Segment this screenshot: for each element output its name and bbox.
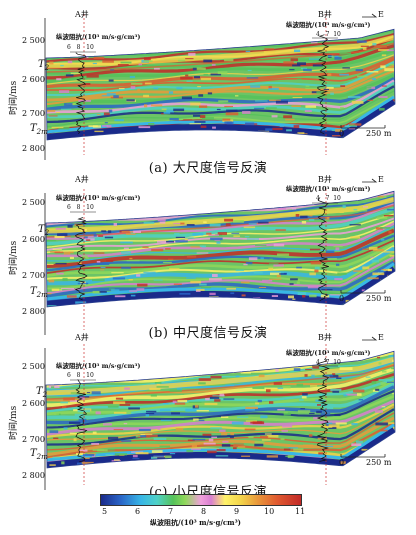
colorbar-tick: 8 [201, 507, 207, 516]
colorbar-tick: 7 [168, 507, 174, 516]
horizon-t2: T2 [38, 59, 50, 72]
direction-label: E [378, 333, 384, 342]
y-tick: 2 600 [22, 399, 45, 408]
direction-label: E [378, 175, 384, 184]
seismic-section-b [44, 178, 396, 335]
section-fill [46, 191, 395, 307]
scale-start: 0 [339, 458, 345, 467]
seismic-section-a [44, 13, 396, 160]
track-ticks-b: 4 7 10 [316, 359, 341, 366]
track-title-b: 纵波阻抗/(10³ m/s·g/cm³) [286, 185, 371, 193]
caption-b: (b) 中尺度信号反演 [148, 326, 268, 341]
direction-label: E [378, 10, 384, 19]
y-tick: 2 600 [22, 235, 45, 244]
scale-end: 250 m [366, 129, 392, 138]
track-ticks-a: 6 8 10 [67, 204, 94, 211]
panel-c: A井 B井 E 纵波阻抗/(10³ m/s·g/cm³) 纵波阻抗/(10³ m… [0, 330, 416, 500]
horizon-t2m: T2m [30, 448, 48, 461]
y-tick: 2 700 [22, 271, 45, 280]
well-b-label: B井 [318, 333, 332, 342]
y-axis-label: 时间/ms [9, 405, 19, 440]
horizon-t2: T2 [36, 386, 48, 399]
track-title-b: 纵波阻抗/(10³ m/s·g/cm³) [286, 349, 371, 357]
track-title-a: 纵波阻抗/(10³ m/s·g/cm³) [56, 362, 141, 370]
y-tick: 2 800 [22, 471, 45, 480]
y-axis-label: 时间/ms [9, 240, 19, 275]
y-axis-label: 时间/ms [9, 80, 19, 115]
y-tick: 2 800 [22, 144, 45, 153]
scale-end: 250 m [366, 294, 392, 303]
colorbar-tick: 11 [295, 507, 306, 516]
track-title-a: 纵波阻抗/(10³ m/s·g/cm³) [56, 194, 141, 202]
seismic-section-c [44, 336, 396, 490]
colorbar-tick: 9 [234, 507, 240, 516]
well-b-label: B井 [318, 175, 332, 184]
scale-start: 0 [339, 129, 345, 138]
track-ticks-a: 6 8 10 [67, 372, 94, 379]
scale-start: 0 [339, 294, 345, 303]
y-tick: 2 700 [22, 109, 45, 118]
caption-a: (a) 大尺度信号反演 [148, 161, 268, 176]
colorbar-tick: 6 [135, 507, 141, 516]
colorbar-title: 纵波阻抗/(10³ m/s·g/cm³) [150, 518, 241, 527]
y-tick: 2 700 [22, 435, 45, 444]
colorbar-tick: 5 [102, 507, 108, 516]
scale-end: 250 m [366, 458, 392, 467]
y-tick: 2 500 [22, 362, 45, 371]
y-tick: 2 500 [22, 36, 45, 45]
horizon-t2: T2 [38, 224, 50, 237]
track-ticks-a: 6 8 10 [67, 44, 94, 51]
panel-a: A井 B井 E 纵波阻抗/(10³ m/s·g/cm³) 纵波阻抗/(10³ m… [0, 0, 416, 176]
track-title-b: 纵波阻抗/(10³ m/s·g/cm³) [286, 21, 371, 29]
colorbar-tick: 10 [264, 507, 275, 516]
track-ticks-b: 4 7 10 [316, 195, 341, 202]
track-title-a: 纵波阻抗/(10³ m/s·g/cm³) [56, 33, 141, 41]
horizon-t2m: T2m [30, 286, 48, 299]
well-a-label: A井 [75, 175, 89, 184]
track-ticks-b: 4 7 10 [316, 31, 341, 38]
colorbar [100, 494, 302, 506]
y-tick: 2 800 [22, 307, 45, 316]
horizon-t2m: T2m [30, 123, 48, 136]
well-b-label: B井 [318, 10, 332, 19]
well-a-label: A井 [75, 333, 89, 342]
y-tick: 2 500 [22, 198, 45, 207]
y-tick: 2 600 [22, 75, 45, 84]
panel-b: A井 B井 E 纵波阻抗/(10³ m/s·g/cm³) 纵波阻抗/(10³ m… [0, 175, 416, 343]
well-a-label: A井 [75, 10, 89, 19]
